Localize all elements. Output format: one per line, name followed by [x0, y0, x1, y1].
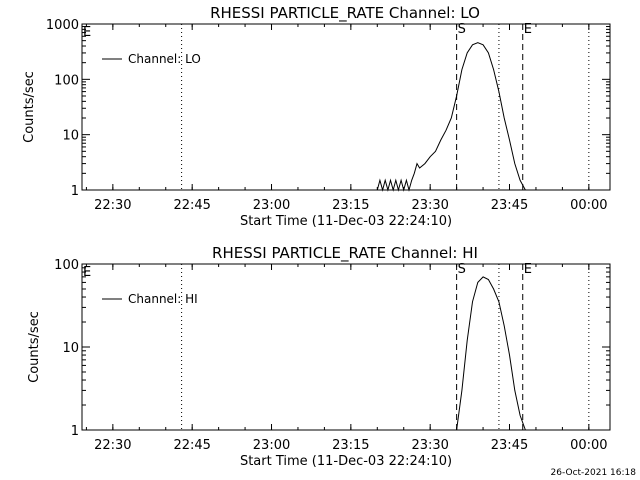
chart-title: RHESSI PARTICLE_RATE Channel: LO — [210, 4, 480, 23]
plot-frame — [81, 263, 611, 431]
x-tick-label: 23:30 — [411, 198, 448, 213]
x-tick-label: 22:45 — [173, 198, 210, 213]
time-marker-label: S — [458, 22, 466, 37]
footer-date: 26-Oct-2021 16:18 — [551, 468, 637, 478]
legend-entry: Channel: LO — [128, 52, 201, 66]
x-tick-label: 23:00 — [253, 438, 290, 453]
x-tick-label: 23:45 — [491, 198, 528, 213]
chart-title: RHESSI PARTICLE_RATE Channel: HI — [212, 244, 478, 263]
time-marker-label: S — [458, 262, 466, 277]
x-axis-label: Start Time (11-Dec-03 22:24:10) — [240, 214, 452, 229]
y-tick-label: 100 — [54, 73, 79, 88]
x-tick-label: 23:30 — [411, 438, 448, 453]
y-tick-label: 1 — [71, 184, 79, 199]
plot-frame — [81, 23, 611, 191]
x-tick-label: 23:15 — [332, 438, 369, 453]
x-tick-label: 22:45 — [173, 438, 210, 453]
x-tick-label: 23:00 — [253, 198, 290, 213]
corner-mark: E — [83, 265, 91, 280]
legend-entry: Channel: HI — [128, 292, 198, 306]
x-tick-label: 00:00 — [570, 438, 607, 453]
corner-mark: E — [83, 25, 91, 40]
x-axis-label: Start Time (11-Dec-03 22:24:10) — [240, 454, 452, 469]
x-tick-label: 22:30 — [94, 198, 131, 213]
series-line-channel-hi — [456, 276, 526, 431]
x-tick-label: 23:45 — [491, 438, 528, 453]
y-tick-label: 10 — [62, 129, 79, 144]
x-tick-label: 23:15 — [332, 198, 369, 213]
y-axis-label: Counts/sec — [27, 311, 42, 383]
x-tick-label: 22:30 — [94, 438, 131, 453]
time-marker-label: E — [524, 22, 532, 37]
y-tick-label: 100 — [54, 258, 79, 273]
y-tick-label: 10 — [62, 341, 79, 356]
x-tick-label: 00:00 — [570, 198, 607, 213]
y-axis-label: Counts/sec — [22, 71, 37, 143]
y-tick-label: 1 — [71, 424, 79, 439]
series-line-channel-lo — [376, 42, 526, 192]
y-tick-label: 1000 — [46, 18, 79, 33]
time-marker-label: E — [524, 262, 532, 277]
